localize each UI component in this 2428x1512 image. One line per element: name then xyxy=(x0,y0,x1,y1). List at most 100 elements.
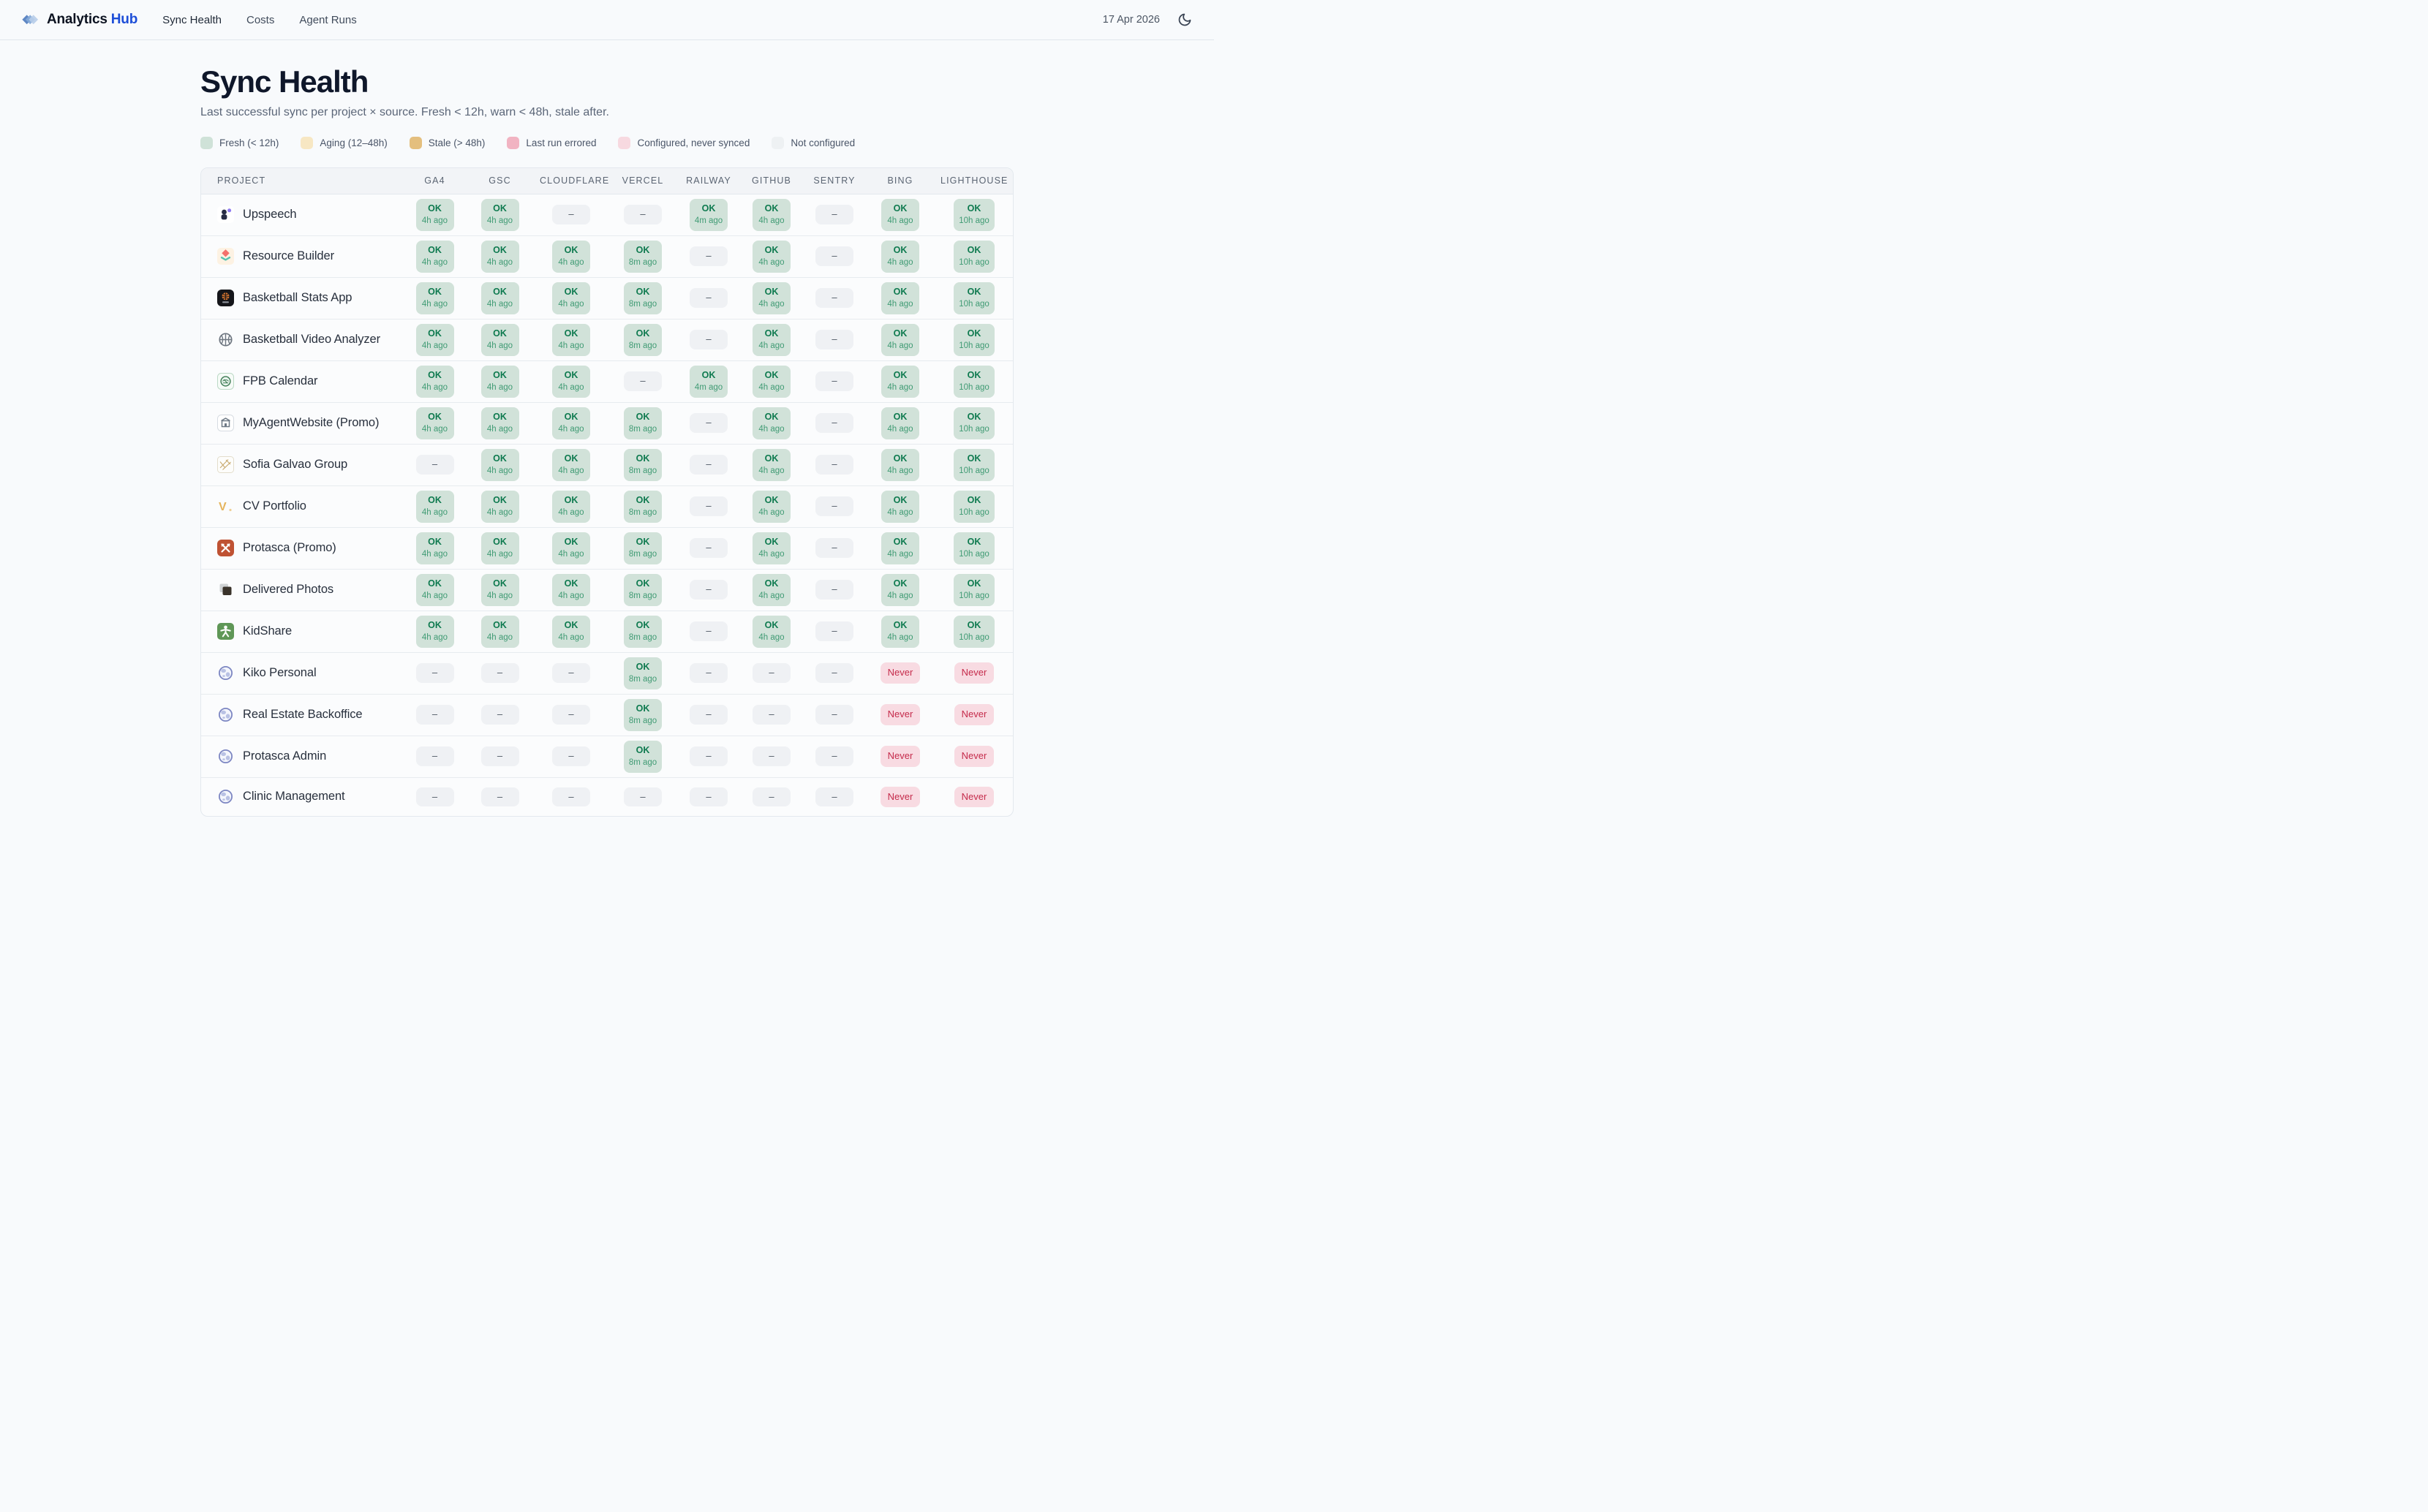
moon-icon[interactable] xyxy=(1176,11,1194,29)
table-row: Protasca Admin – – – OK 8m ago – – – Never Never xyxy=(201,735,1013,777)
page-subtitle: Last successful sync per project × sourc… xyxy=(200,106,609,118)
status-badge-ok: OK 8m ago xyxy=(623,448,663,481)
status-badge-ok: OK 4h ago xyxy=(881,615,919,648)
status-badge-empty: – xyxy=(690,455,728,475)
status-cell: Never xyxy=(866,735,935,777)
project-name: Protasca (Promo) xyxy=(243,541,336,554)
status-badge-ok: OK 8m ago xyxy=(623,240,663,273)
status-cell: OK 4h ago xyxy=(534,485,608,527)
project-cell: KidShare xyxy=(201,610,404,652)
status-badge-ok: OK 4h ago xyxy=(753,198,791,231)
status-cell: OK 4h ago xyxy=(740,485,803,527)
project-cell: Protasca (Promo) xyxy=(201,526,404,569)
status-badge-ok: OK 10h ago xyxy=(954,240,995,273)
column-header-ga4: GA4 xyxy=(404,168,466,194)
status-badge-empty: – xyxy=(753,746,791,766)
status-badge-empty: – xyxy=(690,330,728,349)
status-cell: – xyxy=(466,776,534,816)
status-cell: – xyxy=(608,194,677,235)
status-cell: Never xyxy=(866,651,935,694)
status-badge-never: Never xyxy=(954,662,995,684)
status-badge-never: Never xyxy=(880,786,921,807)
status-cell: Never xyxy=(935,776,1013,816)
status-cell: – xyxy=(803,776,866,816)
table-row: Kiko Personal – – – OK 8m ago – – – Never Never xyxy=(201,651,1013,694)
status-cell: OK 10h ago xyxy=(935,360,1013,402)
status-badge-ok: OK 4h ago xyxy=(415,407,454,439)
status-badge-ok: OK 4h ago xyxy=(552,532,590,564)
status-cell: – xyxy=(466,693,534,736)
project-name: Protasca Admin xyxy=(243,749,327,763)
status-badge-ok: OK 10h ago xyxy=(954,573,995,606)
status-badge-ok: OK 4h ago xyxy=(881,198,919,231)
status-badge-empty: – xyxy=(815,371,853,391)
status-cell: Never xyxy=(935,651,1013,694)
status-cell: OK 10h ago xyxy=(935,568,1013,611)
status-cell: OK 4h ago xyxy=(866,568,935,611)
status-badge-ok: OK 10h ago xyxy=(954,323,995,356)
status-badge-never: Never xyxy=(880,704,921,725)
project-name: CV Portfolio xyxy=(243,499,306,513)
status-cell: – xyxy=(608,776,677,816)
status-cell: OK 4h ago xyxy=(404,318,466,360)
status-badge-ok: OK 10h ago xyxy=(954,198,995,231)
status-badge-ok: OK 4h ago xyxy=(480,281,519,314)
table-row: Upspeech OK 4h ago OK 4h ago – – OK 4m ago OK 4h a… xyxy=(201,194,1013,235)
status-badge-ok: OK 10h ago xyxy=(954,532,995,564)
status-cell: – xyxy=(803,526,866,569)
status-badge-ok: OK 4h ago xyxy=(552,240,590,273)
nav-link-sync-health[interactable]: Sync Health xyxy=(162,13,222,26)
status-badge-empty: – xyxy=(552,705,590,725)
status-cell: OK 4h ago xyxy=(866,360,935,402)
status-cell: OK 4h ago xyxy=(466,401,534,444)
table-header-row: PROJECT GA4 GSC CLOUDFLARE VERCEL RAILWAY GIT… xyxy=(201,168,1013,194)
status-cell: OK 8m ago xyxy=(608,568,677,611)
status-badge-ok: OK 4h ago xyxy=(753,490,791,523)
status-cell: – xyxy=(803,485,866,527)
status-cell: – xyxy=(404,693,466,736)
status-badge-ok: OK 8m ago xyxy=(623,615,663,648)
status-badge-ok: OK 4h ago xyxy=(552,490,590,523)
status-badge-ok: OK 4h ago xyxy=(552,448,590,481)
project-name: FPB Calendar xyxy=(243,374,318,388)
globe-icon xyxy=(217,665,234,681)
table-row: Basketball Stats App OK 4h ago OK 4h ago OK 4h… xyxy=(201,276,1013,319)
status-cell: OK 4h ago xyxy=(866,318,935,360)
status-cell: – xyxy=(803,194,866,235)
nav-link-agent-runs[interactable]: Agent Runs xyxy=(299,13,357,26)
status-cell: OK 4h ago xyxy=(466,485,534,527)
status-badge-ok: OK 4h ago xyxy=(415,365,454,398)
project-cell: FPB Calendar xyxy=(201,360,404,402)
status-badge-ok: OK 4h ago xyxy=(753,448,791,481)
nav-link-costs[interactable]: Costs xyxy=(246,13,275,26)
status-cell: – xyxy=(534,693,608,736)
status-cell: – xyxy=(466,735,534,777)
column-header-lighthouse: LIGHTHOUSE xyxy=(935,168,1013,194)
status-badge-ok: OK 4h ago xyxy=(415,615,454,648)
brand-name: Analytics Hub xyxy=(47,12,138,27)
main-content: Sync Health Last successful sync per pro… xyxy=(200,40,1014,817)
status-badge-empty: – xyxy=(415,455,454,475)
status-cell: – xyxy=(404,735,466,777)
status-cell: – xyxy=(803,610,866,652)
status-cell: OK 4h ago xyxy=(866,485,935,527)
status-cell: OK 4h ago xyxy=(866,443,935,485)
status-cell: OK 8m ago xyxy=(608,235,677,277)
status-badge-empty: – xyxy=(415,663,454,683)
status-badge-ok: OK 4h ago xyxy=(881,365,919,398)
brand[interactable]: Analytics Hub xyxy=(20,10,137,29)
project-name: Basketball Stats App xyxy=(243,291,352,304)
status-badge-ok: OK 10h ago xyxy=(954,615,995,648)
table-row: Resource Builder OK 4h ago OK 4h ago OK 4h ago… xyxy=(201,235,1013,277)
project-name: Clinic Management xyxy=(243,790,345,804)
sync-health-table: PROJECT GA4 GSC CLOUDFLARE VERCEL RAILWAY GIT… xyxy=(201,168,1013,816)
status-badge-ok: OK 8m ago xyxy=(623,657,663,689)
column-header-project: PROJECT xyxy=(201,168,404,194)
status-badge-ok: OK 4h ago xyxy=(415,198,454,231)
status-cell: OK 10h ago xyxy=(935,485,1013,527)
legend-label: Fresh (< 12h) xyxy=(219,137,279,148)
status-badge-empty: – xyxy=(753,787,791,806)
status-cell: OK 4h ago xyxy=(466,568,534,611)
status-cell: – xyxy=(608,360,677,402)
project-name: KidShare xyxy=(243,624,293,638)
